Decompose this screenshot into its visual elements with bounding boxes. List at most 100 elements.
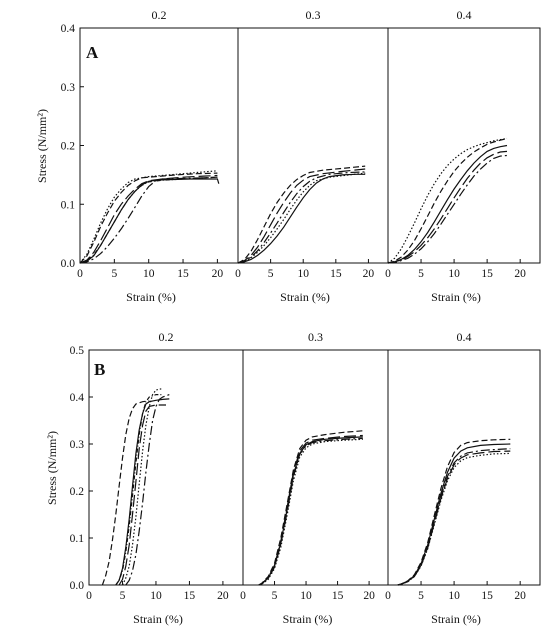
x-tick-label: 20 (363, 590, 375, 602)
x-tick-label: 0 (240, 590, 246, 602)
x-tick-label: 0 (385, 268, 391, 280)
figure-a-panel-0.2: 0.2 Strain (%) 0 5 10 15 20 (77, 8, 239, 304)
x-tick-label: 0 (235, 268, 241, 280)
figure-a-panel-0.3: 0.3 Strain (%) 0 5 10 15 20 (235, 8, 389, 304)
x-axis-label: Strain (%) (283, 612, 333, 626)
stress-strain-curve-3 (258, 438, 363, 586)
stress-strain-curve-5 (387, 150, 508, 264)
panel-title: 0.3 (306, 8, 321, 22)
figure-a-y-axis-label: Stress (N/mm²) (35, 109, 49, 183)
x-tick-label: 15 (481, 268, 493, 280)
stress-strain-curve-2 (237, 165, 366, 264)
stress-strain-curve-5 (237, 168, 366, 264)
x-tick-label: 5 (120, 590, 126, 602)
x-tick-label: 15 (481, 590, 493, 602)
stress-strain-curve-4 (79, 176, 218, 264)
y-tick-label: 0.1 (61, 199, 76, 211)
y-tick-label: 0.0 (70, 580, 85, 592)
x-tick-label: 0 (385, 590, 391, 602)
stress-strain-curve-3 (387, 137, 508, 264)
y-tick-label: 0.4 (70, 392, 85, 404)
stress-strain-curve-4 (125, 394, 170, 586)
y-tick-label: 0.2 (61, 141, 76, 153)
stress-strain-curve-5 (397, 450, 511, 586)
stress-strain-curve-2 (101, 400, 150, 586)
stress-strain-curve-4 (258, 437, 363, 586)
panel-title: 0.2 (152, 8, 167, 22)
x-tick-label: 5 (418, 268, 424, 280)
stress-strain-curve-2 (387, 137, 508, 264)
panel-title: 0.2 (159, 330, 174, 344)
x-tick-label: 20 (217, 590, 229, 602)
stress-strain-curve-5 (258, 434, 363, 586)
y-tick-label: 0.3 (61, 82, 76, 94)
y-tick-label: 0.5 (70, 345, 85, 357)
panel-frame (79, 27, 239, 264)
stress-strain-curve-1 (237, 173, 366, 264)
x-tick-label: 10 (448, 590, 460, 602)
figure-b: B Stress (N/mm²) 0.0 0.1 0.2 0.3 0.4 0.5… (45, 330, 541, 626)
stress-strain-curve-5 (79, 174, 218, 264)
panel-title: 0.4 (457, 330, 472, 344)
stress-strain-curve-2 (397, 438, 511, 586)
stress-strain-curve-3 (121, 387, 163, 586)
x-tick-label: 15 (184, 590, 196, 602)
x-tick-label: 5 (418, 590, 424, 602)
x-tick-label: 10 (300, 590, 312, 602)
panel-frame (242, 349, 389, 586)
y-tick-label: 0.0 (61, 258, 76, 270)
figure-b-panel-0.2: 0.2 Strain (%) 0 5 10 15 20 (86, 330, 244, 626)
x-tick-label: 15 (177, 268, 189, 280)
figure-b-panel-0.3: 0.3 Strain (%) 0 5 10 15 20 (240, 330, 389, 626)
x-tick-label: 15 (330, 268, 342, 280)
x-tick-label: 10 (150, 590, 162, 602)
stress-strain-curve-6 (79, 176, 218, 264)
y-tick-label: 0.1 (70, 533, 85, 545)
panel-frame (387, 349, 541, 586)
x-tick-label: 0 (86, 590, 92, 602)
x-tick-label: 20 (514, 268, 526, 280)
figure-a-y-ticks: 0.0 0.1 0.2 0.3 0.4 (61, 23, 76, 270)
x-tick-label: 20 (514, 590, 526, 602)
figure-label-a: A (86, 43, 99, 62)
x-tick-label: 10 (297, 268, 309, 280)
x-tick-label: 10 (143, 268, 155, 280)
x-axis-label: Strain (%) (126, 290, 176, 304)
x-tick-label: 15 (332, 590, 344, 602)
x-tick-label: 10 (448, 268, 460, 280)
stress-strain-curve-5 (118, 404, 166, 586)
panel-frame (88, 349, 244, 586)
figure-b-panel-0.4: 0.4 Strain (%) 0 5 10 15 20 (385, 330, 541, 626)
stress-strain-curve-3 (79, 170, 218, 264)
stress-strain-curve-3 (237, 172, 366, 264)
figure-a-panel-0.4: 0.4 Strain (%) 0 5 10 15 20 (385, 8, 541, 304)
stress-strain-curve-4 (397, 448, 511, 586)
stress-strain-curve-1 (79, 178, 220, 264)
x-tick-label: 5 (111, 268, 117, 280)
stress-strain-curve-3 (397, 452, 511, 586)
x-axis-label: Strain (%) (431, 290, 481, 304)
x-tick-label: 20 (212, 268, 224, 280)
panel-title: 0.4 (457, 8, 472, 22)
stress-strain-curve-4 (387, 154, 508, 264)
y-tick-label: 0.4 (61, 23, 76, 35)
y-tick-label: 0.2 (70, 486, 85, 498)
figure-a: A Stress (N/mm²) 0.0 0.1 0.2 0.3 0.4 0.2… (35, 8, 541, 304)
y-tick-label: 0.3 (70, 439, 85, 451)
x-tick-label: 5 (272, 590, 278, 602)
x-axis-label: Strain (%) (431, 612, 481, 626)
stress-strain-curve-2 (258, 430, 363, 586)
stress-strain-curve-1 (387, 144, 508, 264)
figure-b-y-ticks: 0.0 0.1 0.2 0.3 0.4 0.5 (70, 345, 85, 592)
x-tick-label: 20 (363, 268, 375, 280)
x-axis-label: Strain (%) (133, 612, 183, 626)
x-axis-label: Strain (%) (280, 290, 330, 304)
stress-strain-curve-6 (115, 394, 163, 586)
stress-strain-curve-4 (237, 171, 366, 264)
x-tick-label: 0 (77, 268, 83, 280)
figure-b-y-axis-label: Stress (N/mm²) (45, 431, 59, 505)
panel-frame (237, 27, 389, 264)
x-tick-label: 5 (268, 268, 274, 280)
panel-frame (387, 27, 541, 264)
